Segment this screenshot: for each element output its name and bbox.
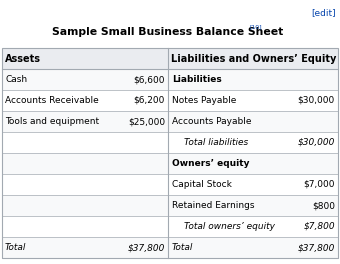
Bar bbox=[168, 153, 338, 174]
Bar bbox=[2, 48, 338, 258]
Text: Assets: Assets bbox=[5, 54, 41, 64]
Bar bbox=[168, 90, 338, 111]
Bar bbox=[168, 69, 338, 90]
Text: Total: Total bbox=[5, 243, 27, 252]
Text: $25,000: $25,000 bbox=[128, 117, 165, 126]
Text: Notes Payable: Notes Payable bbox=[172, 96, 236, 105]
Text: $800: $800 bbox=[312, 201, 335, 210]
Text: [edit]: [edit] bbox=[311, 8, 336, 17]
Bar bbox=[2, 195, 168, 216]
Text: [10]: [10] bbox=[250, 24, 262, 29]
Bar bbox=[2, 174, 168, 195]
Bar bbox=[2, 90, 168, 111]
Text: Liabilities: Liabilities bbox=[172, 75, 222, 84]
Text: Retained Earnings: Retained Earnings bbox=[172, 201, 255, 210]
Bar bbox=[2, 216, 168, 237]
Bar bbox=[2, 132, 168, 153]
Bar bbox=[2, 69, 168, 90]
Text: Accounts Payable: Accounts Payable bbox=[172, 117, 252, 126]
Bar bbox=[168, 111, 338, 132]
Text: Accounts Receivable: Accounts Receivable bbox=[5, 96, 99, 105]
Text: Total liabilities: Total liabilities bbox=[184, 138, 248, 147]
Bar bbox=[168, 174, 338, 195]
Bar bbox=[168, 195, 338, 216]
Text: $37,800: $37,800 bbox=[298, 243, 335, 252]
Bar bbox=[2, 111, 168, 132]
Text: Total owners’ equity: Total owners’ equity bbox=[184, 222, 275, 231]
Bar bbox=[168, 132, 338, 153]
Bar bbox=[2, 153, 168, 174]
Text: Owners’ equity: Owners’ equity bbox=[172, 159, 250, 168]
Text: $6,600: $6,600 bbox=[134, 75, 165, 84]
Bar bbox=[2, 48, 338, 69]
Text: $30,000: $30,000 bbox=[298, 138, 335, 147]
Text: $30,000: $30,000 bbox=[298, 96, 335, 105]
Text: $37,800: $37,800 bbox=[128, 243, 165, 252]
Text: $7,800: $7,800 bbox=[303, 222, 335, 231]
Bar bbox=[168, 216, 338, 237]
Text: Sample Small Business Balance Sheet: Sample Small Business Balance Sheet bbox=[52, 27, 284, 37]
Text: Total: Total bbox=[172, 243, 193, 252]
Text: $7,000: $7,000 bbox=[304, 180, 335, 189]
Text: Tools and equipment: Tools and equipment bbox=[5, 117, 99, 126]
Text: Cash: Cash bbox=[5, 75, 27, 84]
Bar bbox=[168, 237, 338, 258]
Text: Liabilities and Owners’ Equity: Liabilities and Owners’ Equity bbox=[171, 54, 336, 64]
Text: $6,200: $6,200 bbox=[134, 96, 165, 105]
Text: Capital Stock: Capital Stock bbox=[172, 180, 232, 189]
Bar bbox=[2, 237, 168, 258]
